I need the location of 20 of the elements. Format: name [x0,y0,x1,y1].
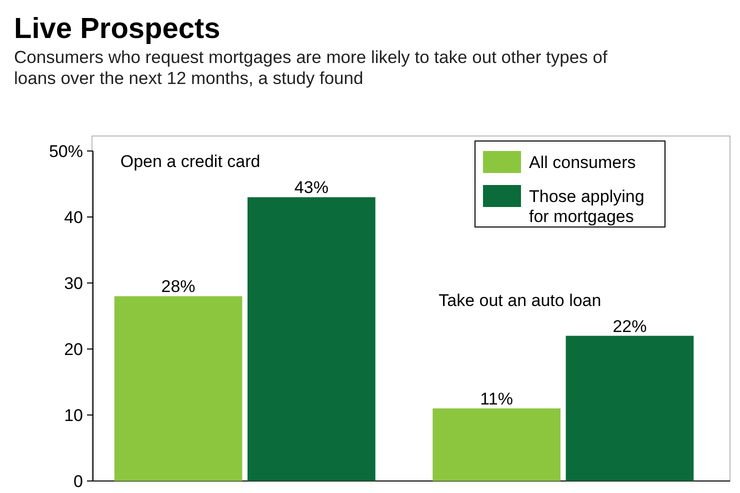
y-tick-label: 50% [48,142,83,161]
data-label: 43% [294,178,328,198]
y-tick-label: 10 [64,406,83,425]
bar [432,408,560,481]
chart-title: Live Prospects [14,13,220,45]
legend-label: All consumers [529,153,636,172]
data-label: 22% [612,316,647,336]
data-label: 28% [161,277,196,296]
x-tick-label: Open a credit card [120,152,260,172]
bar [566,336,694,481]
y-tick-label: 20 [64,340,83,359]
y-tick-label: 30 [64,274,83,293]
bar [114,296,242,481]
legend-label: Those applying for mortgages [529,187,644,226]
data-label: 11% [480,389,513,408]
bar [248,197,376,481]
y-tick-label: 40 [64,208,83,227]
x-tick-label: Take out an auto loan [438,290,602,310]
y-tick-label: 0 [74,472,83,491]
chart-subtitle: Consumers who request mortgages are more likely to take out other types of loans over the next 12 months, a study found [14,47,608,88]
